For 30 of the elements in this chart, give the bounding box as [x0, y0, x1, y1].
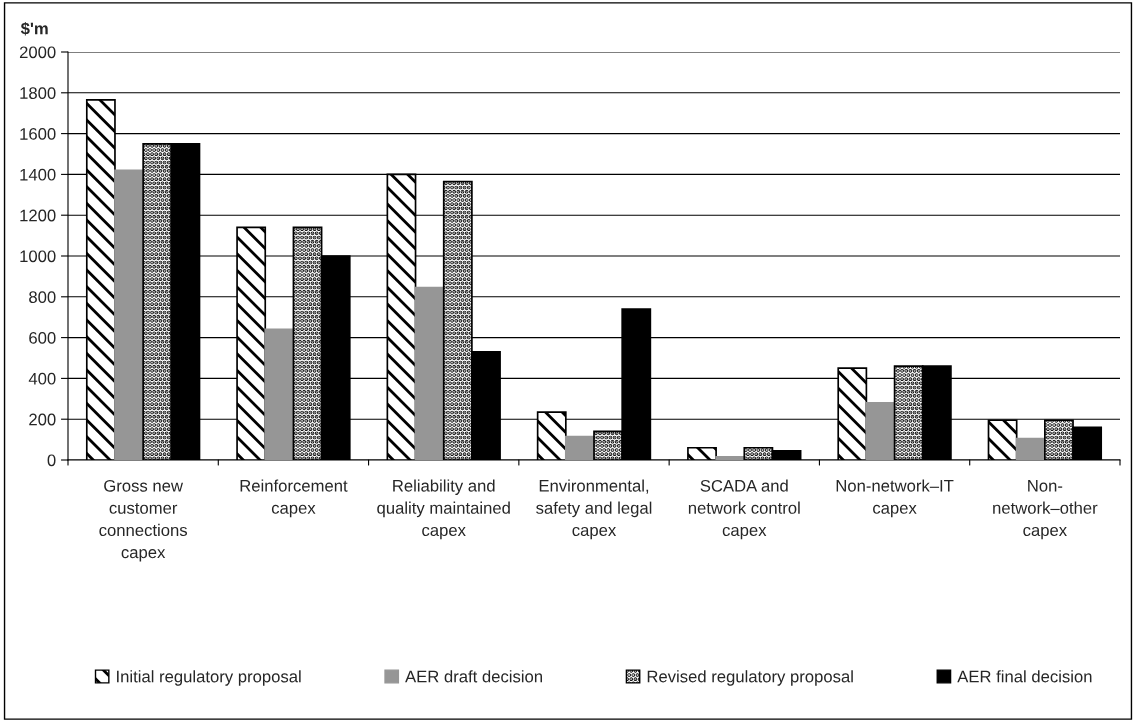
y-tick-label: 1000 [20, 250, 56, 263]
legend-label: Initial regulatory proposal [117, 670, 301, 686]
legend-label: Revised regulatory proposal [647, 670, 853, 686]
bar [1015, 437, 1046, 460]
y-tick-label: 800 [29, 291, 56, 303]
y-tick-label: 0 [47, 454, 56, 467]
bar [564, 435, 595, 460]
y-tick-label: 1600 [20, 128, 56, 140]
y-tick-label: 200 [29, 413, 56, 426]
x-tick-label: Non- network–other capex [993, 480, 1098, 540]
bar [114, 169, 144, 460]
y-tick-label: 1800 [20, 87, 56, 99]
x-tick-label: Reinforcement capex [240, 479, 348, 518]
x-tick-label: Gross new customer connections capex [99, 479, 188, 562]
y-tick-label: 2000 [19, 46, 56, 59]
y-tick-label: 400 [28, 372, 56, 385]
legend-label: AER draft decision [405, 670, 542, 683]
y-tick-label: 1400 [20, 168, 56, 181]
y-tick-label: 1200 [20, 209, 56, 222]
bar [865, 402, 896, 460]
x-tick-label: Non-network–IT capex [836, 479, 954, 518]
bar [715, 456, 746, 460]
y-tick-label: 600 [29, 332, 56, 344]
bar [264, 328, 295, 460]
x-tick-label: Reliability and quality maintained capex [377, 479, 510, 540]
x-tick-label: SCADA and network control capex [688, 479, 800, 540]
legend-label: AER final decision [957, 670, 1092, 683]
bar [414, 286, 445, 460]
x-tick-label: Environmental, safety and legal capex [536, 479, 652, 540]
y-axis-title: $'m [20, 21, 48, 36]
